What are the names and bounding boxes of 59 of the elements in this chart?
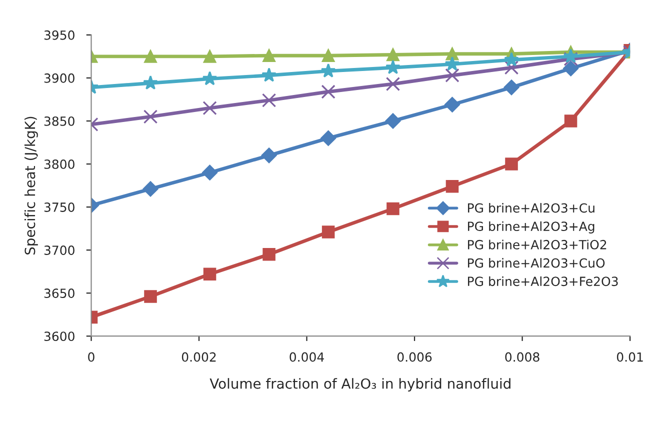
point xyxy=(504,60,519,75)
y-tick-label: 3750 xyxy=(44,202,74,212)
point xyxy=(445,68,460,82)
point xyxy=(202,100,217,116)
point xyxy=(386,76,400,92)
point xyxy=(143,75,158,90)
y-tick-label: 3650 xyxy=(44,288,74,298)
point xyxy=(262,248,276,261)
y-tick-label: 3800 xyxy=(44,159,74,169)
point xyxy=(446,47,459,60)
x-tick-label: 0.01 xyxy=(616,352,643,362)
point xyxy=(563,60,578,76)
y-tick-label: 3700 xyxy=(44,246,74,255)
point xyxy=(563,48,578,63)
point xyxy=(320,63,336,78)
point xyxy=(143,110,158,124)
x-tick-label: 0 xyxy=(88,352,94,362)
y-tick-label: 3900 xyxy=(44,73,74,83)
point xyxy=(386,48,400,62)
x-tick-label: 0.006 xyxy=(397,352,432,362)
point xyxy=(444,96,460,112)
point xyxy=(386,60,400,74)
legend-label: PG brine+Al2O3+Fe2O3 xyxy=(468,276,618,286)
point xyxy=(144,290,157,303)
point xyxy=(144,50,157,63)
x-tick-label: 0.004 xyxy=(290,352,324,362)
point xyxy=(322,49,335,62)
point xyxy=(564,52,578,66)
point xyxy=(504,52,519,66)
point xyxy=(202,164,218,180)
legend-label: PG brine+Al2O3+Cu xyxy=(468,203,594,213)
point xyxy=(142,181,158,197)
x-tick-label: 0.002 xyxy=(182,352,216,362)
point xyxy=(262,68,276,82)
point xyxy=(446,180,459,193)
point xyxy=(505,158,518,170)
legend-label: PG brine+Al2O3+Ag xyxy=(468,221,594,234)
y-tick-label: 3850 xyxy=(44,116,74,126)
point xyxy=(202,71,218,86)
point xyxy=(320,130,336,146)
y-axis-title: Specific heat (J/kgK) xyxy=(24,116,38,254)
point xyxy=(262,93,276,108)
y-tick-label: 3600 xyxy=(44,332,74,342)
x-tick-label: 0.008 xyxy=(505,352,540,362)
point xyxy=(322,226,335,238)
point xyxy=(386,202,400,216)
point xyxy=(564,114,578,128)
point xyxy=(504,80,520,96)
point xyxy=(203,50,216,63)
point xyxy=(203,268,216,281)
legend-label: PG brine+Al2O3+TiO2 xyxy=(468,240,606,250)
y-tick-label: 3950 xyxy=(44,30,74,40)
point xyxy=(261,148,277,164)
point xyxy=(321,84,336,99)
legend-label: PG brine+Al2O3+CuO xyxy=(468,258,605,268)
point xyxy=(262,49,276,62)
x-axis-title: Volume fraction of Al₂O₃ in hybrid nanofluid xyxy=(210,378,510,392)
point xyxy=(385,113,401,129)
point xyxy=(444,56,460,71)
